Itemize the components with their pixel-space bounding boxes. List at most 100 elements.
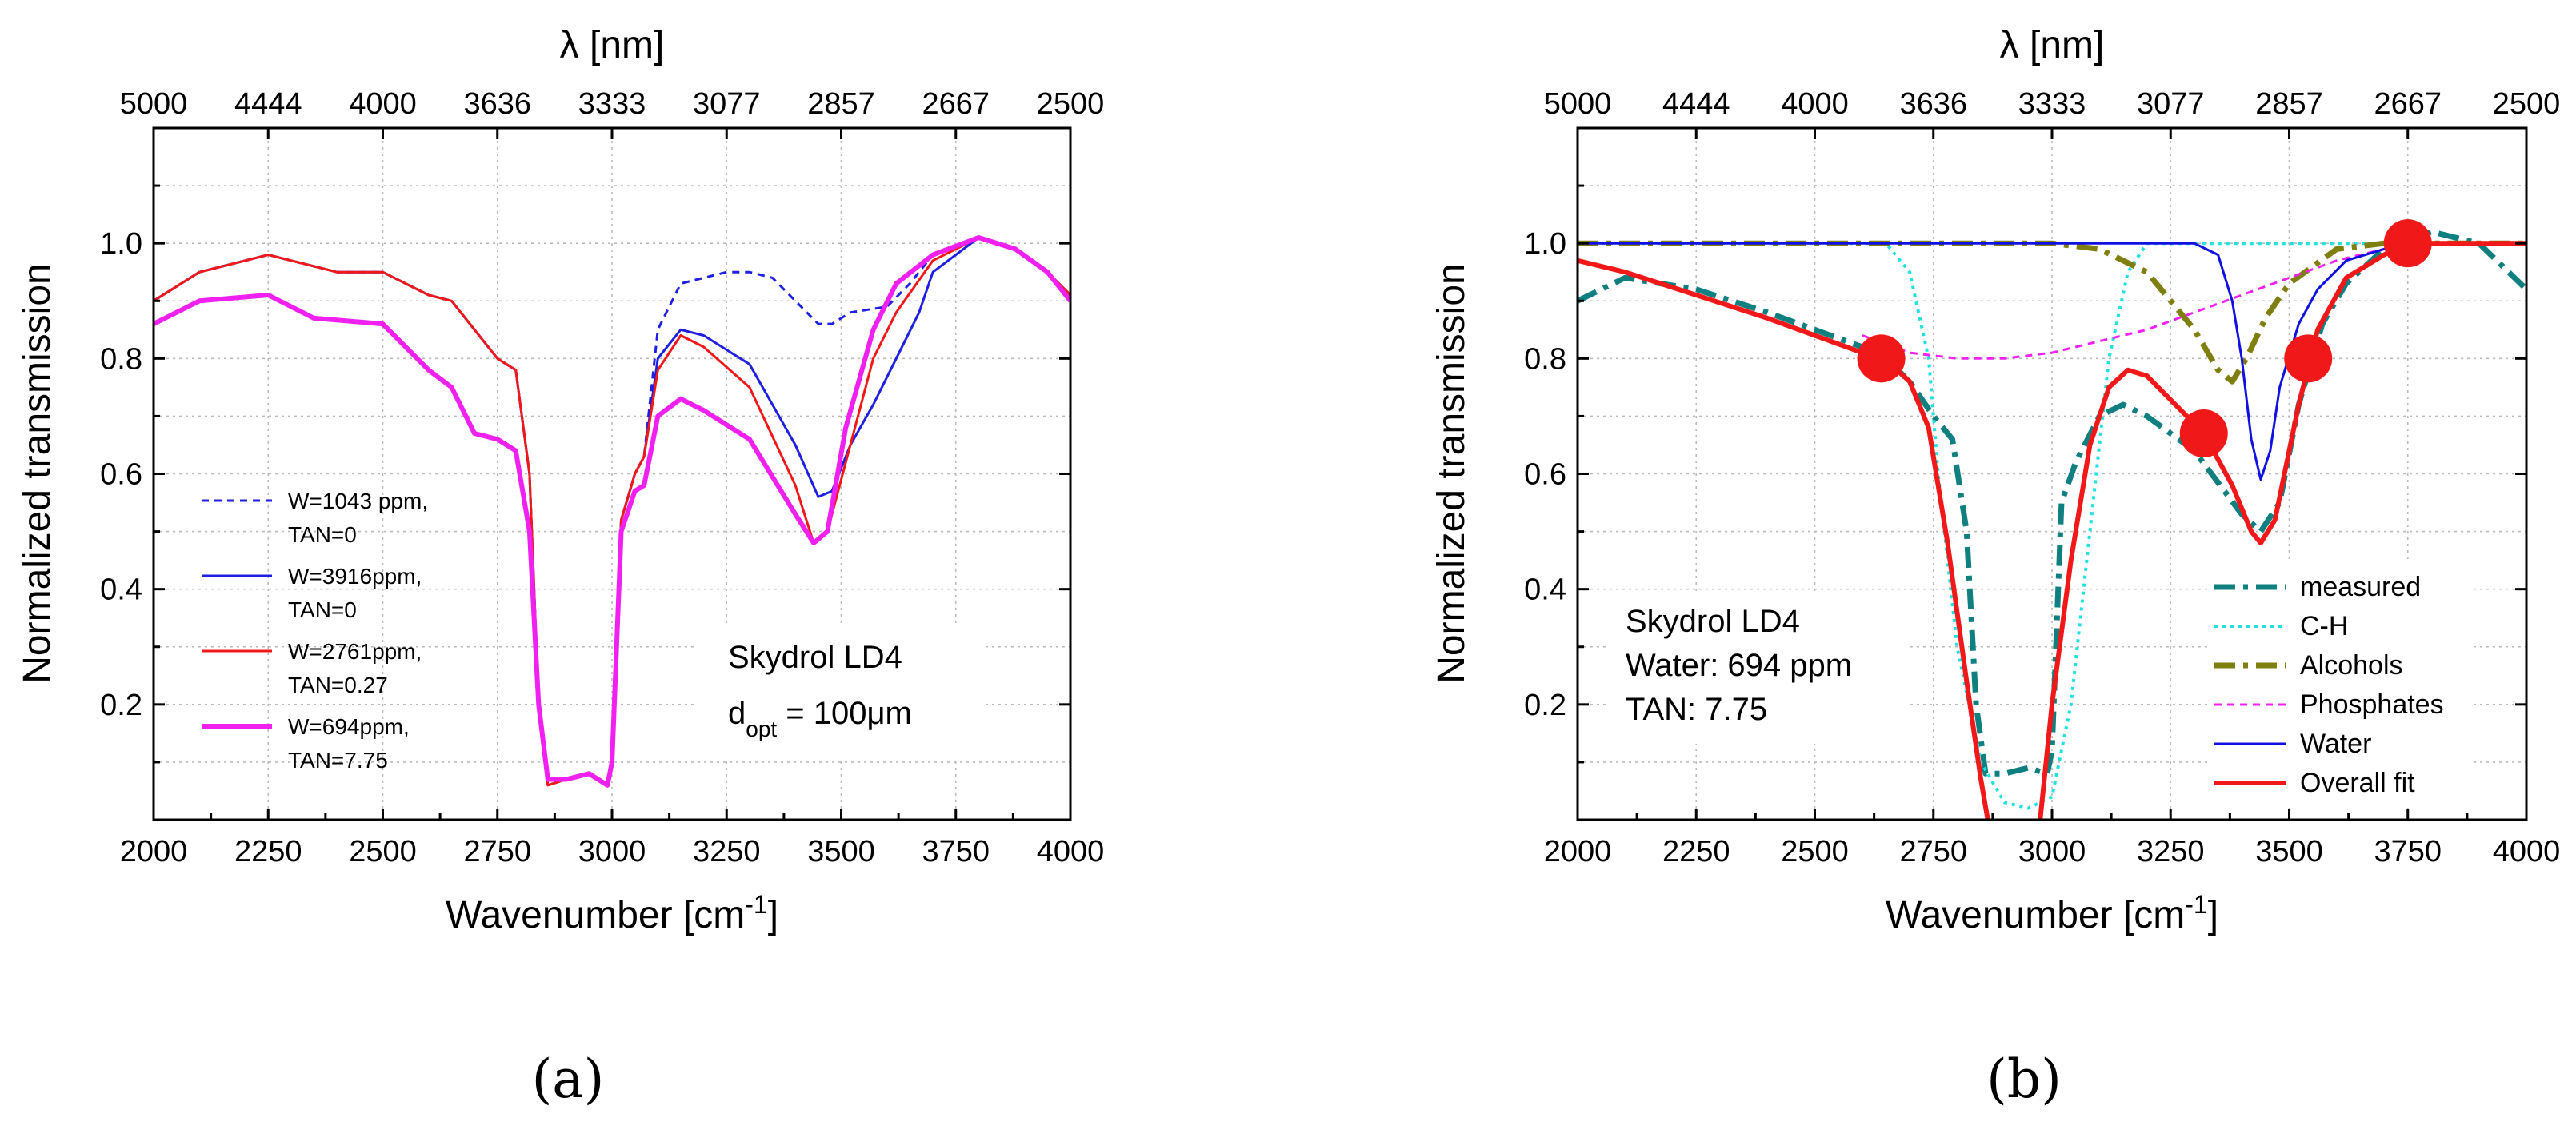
legend-label-line2: TAN=0 bbox=[288, 597, 357, 622]
legend-label: Alcohols bbox=[2300, 650, 2403, 681]
legend-label-line2: TAN=7.75 bbox=[288, 748, 388, 773]
x-tick-label: 3250 bbox=[693, 835, 761, 868]
panel-label-a: (a) bbox=[532, 1048, 605, 1110]
chart-a-xlabel-sup: -1 bbox=[745, 890, 767, 919]
top-tick-label: 2500 bbox=[1037, 87, 1105, 121]
top-tick-label: 3636 bbox=[1899, 87, 1967, 121]
legend-label-line2: TAN=0.27 bbox=[288, 673, 388, 697]
chart-b-x-axis-label: Wavenumber [cm-1] bbox=[1886, 890, 2218, 936]
chart-b-annotation-line1: Skydrol LD4 bbox=[1626, 604, 1800, 639]
y-tick-label: 0.6 bbox=[100, 458, 142, 492]
chart-b-markers bbox=[1857, 219, 2432, 458]
x-tick-label: 3000 bbox=[578, 835, 646, 868]
series-line-w-2761ppm- bbox=[154, 236, 1070, 787]
legend-label: W=2761ppm, bbox=[288, 639, 422, 664]
top-tick-label: 3333 bbox=[2018, 87, 2086, 121]
series-line-alcohols bbox=[1578, 240, 2526, 385]
top-tick-label: 4444 bbox=[234, 87, 302, 121]
top-tick-label: 2857 bbox=[807, 87, 875, 121]
chart-a-annot-sub: opt bbox=[746, 717, 777, 741]
top-tick-label: 4000 bbox=[349, 87, 417, 121]
x-tick-label: 4000 bbox=[2493, 835, 2561, 868]
y-tick-label: 0.2 bbox=[100, 689, 142, 722]
legend-label: Overall fit bbox=[2300, 768, 2415, 798]
series-line-w-694ppm- bbox=[154, 235, 1070, 788]
chart-b: 2000 5000 2250 4444 2500 4000 2750 3636 3000 3333… bbox=[1430, 24, 2560, 1110]
chart-b-xlabel-main: Wavenumber [cm bbox=[1886, 894, 2185, 936]
fit-point-marker bbox=[2284, 334, 2333, 383]
x-tick-label: 2750 bbox=[1899, 835, 1967, 868]
legend-label: W=694ppm, bbox=[288, 714, 410, 739]
top-tick-label: 2500 bbox=[2493, 87, 2561, 121]
chart-b-annotation-bg bbox=[1610, 592, 1906, 744]
chart-a-ticks: 2000 5000 2250 4444 2500 4000 2750 3636 3000 3333… bbox=[100, 87, 1104, 868]
chart-a-annot-rest: = 100μm bbox=[777, 696, 912, 731]
top-tick-label: 4444 bbox=[1662, 87, 1730, 121]
top-tick-label: 2857 bbox=[2255, 87, 2323, 121]
chart-a-y-axis-label: Normalized transmission bbox=[16, 263, 58, 684]
legend-label: Water bbox=[2300, 729, 2371, 759]
chart-b-annotation-line3: TAN: 7.75 bbox=[1626, 692, 1767, 727]
x-tick-label: 3750 bbox=[922, 835, 990, 868]
x-tick-label: 3750 bbox=[2374, 835, 2442, 868]
panel-label-b: (b) bbox=[1986, 1048, 2062, 1110]
chart-b-xlabel-end: ] bbox=[2208, 894, 2218, 936]
chart-a-annotation-line1: Skydrol LD4 bbox=[728, 640, 902, 675]
series-line-water bbox=[1578, 242, 2526, 481]
x-tick-label: 3000 bbox=[2018, 835, 2086, 868]
y-tick-label: 0.8 bbox=[1524, 342, 1566, 376]
chart-a-x-axis-label: Wavenumber [cm-1] bbox=[446, 890, 778, 936]
y-tick-label: 1.0 bbox=[1524, 227, 1566, 261]
x-tick-label: 4000 bbox=[1037, 835, 1105, 868]
top-tick-label: 5000 bbox=[1544, 87, 1612, 121]
chart-b-top-axis-label: λ [nm] bbox=[2000, 24, 2105, 66]
x-tick-label: 3500 bbox=[2255, 835, 2323, 868]
series-line-c-h bbox=[1578, 242, 2526, 810]
x-tick-label: 3500 bbox=[807, 835, 875, 868]
x-tick-label: 2250 bbox=[234, 835, 302, 868]
top-tick-label: 4000 bbox=[1781, 87, 1849, 121]
top-tick-label: 2667 bbox=[2374, 87, 2442, 121]
chart-b-frame bbox=[1576, 126, 2528, 821]
chart-a: 2000 5000 2250 4444 2500 4000 2750 3636 3000 3333… bbox=[16, 24, 1104, 1110]
fit-point-marker bbox=[2179, 409, 2228, 458]
legend-label: measured bbox=[2300, 572, 2421, 602]
x-tick-label: 2500 bbox=[349, 835, 417, 868]
top-tick-label: 3077 bbox=[693, 87, 761, 121]
chart-a-series-layer bbox=[154, 235, 1070, 788]
chart-a-xlabel-end: ] bbox=[768, 894, 778, 936]
fit-point-marker bbox=[2383, 219, 2432, 268]
chart-b-ticks: 2000 5000 2250 4444 2500 4000 2750 3636 3000 3333… bbox=[1524, 87, 2560, 868]
chart-a-top-axis-label: λ [nm] bbox=[560, 24, 665, 66]
chart-a-annotation-line2: dopt = 100μm bbox=[728, 696, 912, 741]
legend-label: C-H bbox=[2300, 611, 2348, 641]
chart-a-xlabel-main: Wavenumber [cm bbox=[446, 894, 745, 936]
y-tick-label: 1.0 bbox=[100, 227, 142, 261]
legend-label: W=3916ppm, bbox=[288, 564, 422, 589]
fit-point-marker bbox=[1857, 334, 1906, 383]
top-tick-label: 2667 bbox=[922, 87, 990, 121]
series-line-phosphates bbox=[1862, 242, 2526, 360]
legend-bg bbox=[2208, 560, 2472, 808]
y-tick-label: 0.8 bbox=[100, 342, 142, 376]
y-tick-label: 0.4 bbox=[100, 573, 142, 607]
top-tick-label: 3077 bbox=[2137, 87, 2205, 121]
y-tick-label: 0.4 bbox=[1524, 573, 1566, 607]
chart-b-y-axis-label: Normalized transmission bbox=[1430, 263, 1473, 684]
chart-b-legend: measured C-H Alcohols Phosphates Water Overal… bbox=[2208, 560, 2472, 808]
legend-label: Phosphates bbox=[2300, 689, 2444, 720]
legend-label-line2: TAN=0 bbox=[288, 522, 357, 547]
legend-label: W=1043 ppm, bbox=[288, 489, 428, 513]
x-tick-label: 2500 bbox=[1781, 835, 1849, 868]
x-tick-label: 2750 bbox=[463, 835, 531, 868]
y-tick-label: 0.2 bbox=[1524, 689, 1566, 722]
chart-b-annotation-line2: Water: 694 ppm bbox=[1626, 648, 1852, 683]
top-tick-label: 3333 bbox=[578, 87, 646, 121]
x-tick-label: 3250 bbox=[2137, 835, 2205, 868]
chart-a-annotation-bg bbox=[696, 624, 984, 760]
chart-a-annot-d: d bbox=[728, 696, 746, 731]
chart-b-xlabel-sup: -1 bbox=[2185, 890, 2207, 919]
x-tick-label: 2000 bbox=[120, 835, 188, 868]
x-tick-label: 2250 bbox=[1662, 835, 1730, 868]
